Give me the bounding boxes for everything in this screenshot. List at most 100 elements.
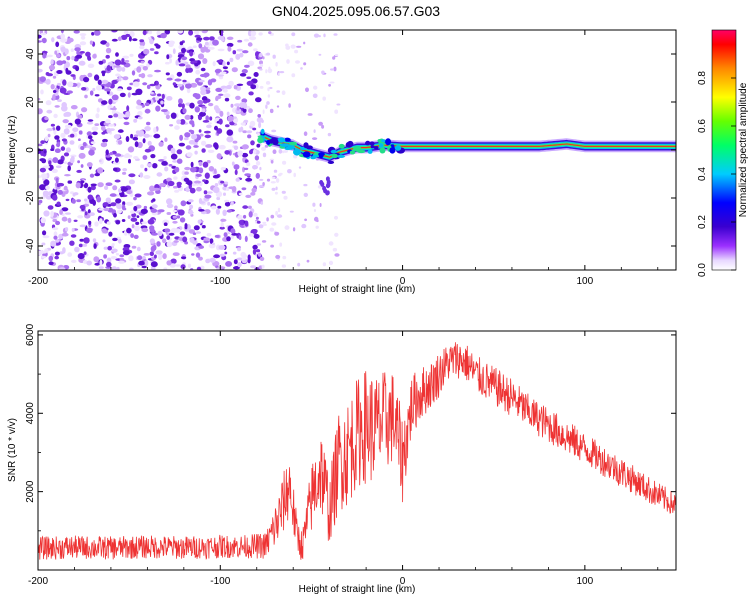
noise-speck [38, 143, 43, 147]
noise-speck [164, 30, 171, 35]
noise-speck [252, 229, 258, 234]
noise-speck [140, 164, 144, 169]
noise-speck [155, 96, 160, 101]
noise-speck [276, 90, 281, 93]
noise-speck [184, 132, 191, 138]
x-tick-label: -100 [210, 276, 230, 287]
noise-speck [38, 68, 43, 73]
noise-speck [179, 119, 186, 125]
noise-speck [120, 61, 127, 65]
noise-speck [122, 171, 127, 175]
noise-speck [217, 36, 224, 40]
noise-speck [67, 252, 73, 257]
noise-speck [111, 79, 118, 85]
noise-speck [135, 221, 140, 225]
noise-speck [86, 260, 92, 266]
noise-speck [137, 141, 143, 149]
noise-speck [42, 230, 47, 236]
noise-speck [333, 66, 337, 72]
noise-speck [212, 39, 219, 46]
noise-speck [137, 116, 143, 120]
noise-speck [162, 238, 167, 244]
noise-speck [259, 85, 264, 89]
y-tick-label: 2000 [25, 480, 36, 503]
colorbar-gradient [712, 30, 736, 270]
noise-speck [95, 113, 100, 119]
noise-speck [259, 256, 265, 261]
noise-speck [50, 148, 55, 151]
noise-speck [135, 105, 143, 110]
noise-speck [223, 192, 226, 196]
noise-speck [312, 202, 316, 207]
noise-speck [261, 240, 267, 243]
noise-speck [283, 150, 288, 153]
noise-speck [185, 83, 192, 89]
noise-speck [240, 126, 244, 132]
noise-speck [259, 166, 262, 171]
noise-speck [52, 194, 58, 201]
noise-speck [106, 261, 112, 268]
noise-speck [42, 190, 49, 197]
noise-speck [231, 233, 239, 236]
noise-speck [189, 58, 196, 62]
noise-speck [220, 166, 226, 171]
noise-speck [226, 61, 230, 66]
noise-speck [46, 128, 54, 132]
noise-speck [54, 239, 60, 243]
noise-speck [83, 76, 90, 83]
noise-speck [202, 58, 208, 64]
noise-speck [141, 221, 148, 225]
noise-speck [196, 37, 203, 41]
noise-speck [185, 64, 191, 69]
noise-speck [226, 36, 234, 40]
noise-speck [204, 194, 212, 199]
noise-speck [176, 119, 182, 125]
noise-speck [97, 182, 104, 188]
noise-speck [203, 240, 210, 244]
noise-speck [277, 214, 283, 218]
noise-speck [181, 256, 187, 260]
noise-speck [118, 260, 125, 264]
noise-speck [241, 69, 248, 74]
noise-speck [214, 68, 222, 74]
noise-speck [192, 45, 197, 48]
noise-speck [43, 165, 50, 169]
noise-speck [271, 222, 277, 226]
noise-speck [87, 119, 94, 122]
noise-speck [303, 62, 307, 66]
noise-speck [238, 219, 246, 226]
noise-speck [45, 78, 51, 85]
noise-speck [71, 227, 75, 232]
noise-speck [166, 54, 170, 60]
noise-speck [196, 186, 202, 192]
noise-speck [93, 243, 97, 249]
noise-speck [162, 253, 167, 260]
noise-speck [224, 251, 228, 255]
noise-speck [233, 164, 240, 170]
noise-speck [203, 237, 210, 241]
noise-speck [40, 89, 44, 95]
noise-speck [54, 135, 60, 140]
noise-speck [264, 144, 269, 148]
noise-speck [187, 263, 192, 268]
noise-speck [193, 30, 200, 35]
snr-y-axis-label: SNR (10 * v/v) [7, 418, 18, 482]
noise-speck [260, 201, 264, 205]
noise-speck [38, 108, 43, 115]
noise-speck [187, 199, 194, 203]
noise-speck [199, 111, 206, 117]
noise-speck [265, 104, 268, 109]
noise-speck [198, 209, 205, 212]
x-tick-label: 100 [577, 276, 594, 287]
noise-speck [48, 64, 56, 71]
noise-speck [153, 127, 157, 134]
noise-speck [178, 142, 185, 147]
noise-speck [288, 103, 291, 108]
noise-speck [275, 210, 278, 216]
noise-speck [77, 160, 80, 164]
noise-speck [111, 248, 118, 253]
noise-speck [70, 234, 77, 238]
noise-speck [161, 161, 168, 166]
noise-speck [132, 38, 138, 42]
